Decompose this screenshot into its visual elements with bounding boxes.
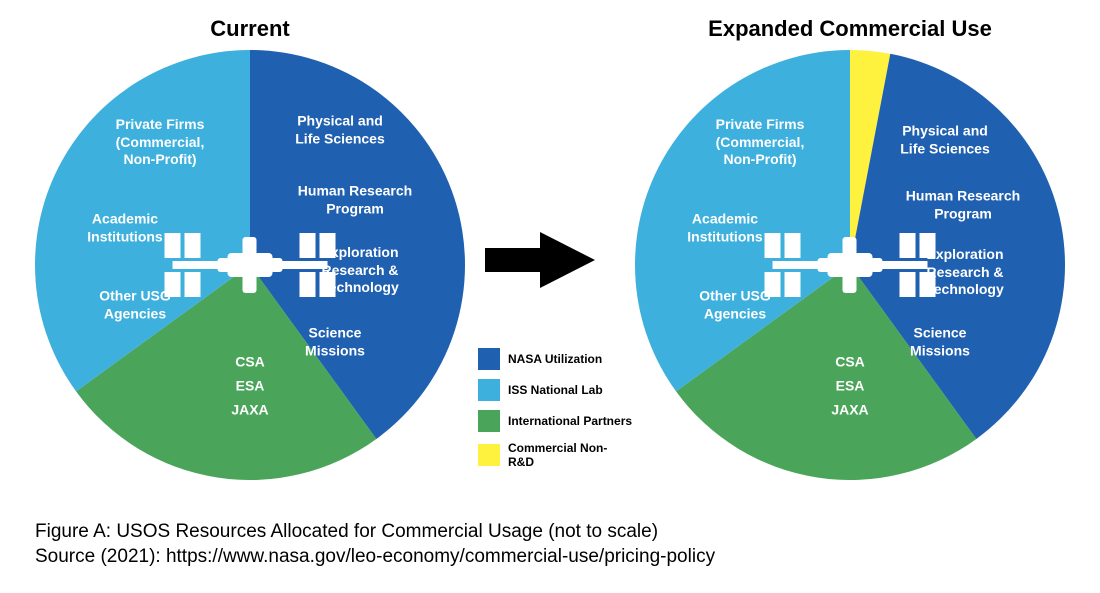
slice-label: CSA bbox=[235, 353, 265, 371]
chart-area: Current bbox=[0, 0, 1100, 520]
legend-row: Commercial Non-R&D bbox=[478, 441, 633, 469]
slice-label: ESA bbox=[236, 377, 265, 395]
legend-row: ISS National Lab bbox=[478, 379, 633, 401]
slice-label: Physical andLife Sciences bbox=[295, 113, 385, 148]
caption-line-2: Source (2021): https://www.nasa.gov/leo-… bbox=[35, 545, 715, 570]
slice-label: ExplorationResearch &Technology bbox=[926, 246, 1004, 299]
iss-icon bbox=[163, 215, 338, 315]
legend-row: International Partners bbox=[478, 410, 633, 432]
figure-caption: Figure A: USOS Resources Allocated for C… bbox=[35, 520, 715, 569]
slice-label: Physical andLife Sciences bbox=[900, 123, 990, 158]
slice-label: Private Firms(Commercial,Non-Profit) bbox=[716, 116, 805, 169]
slice-label: ESA bbox=[836, 377, 865, 395]
legend-label: Commercial Non-R&D bbox=[508, 441, 633, 469]
slice-label: Human ResearchProgram bbox=[298, 183, 412, 218]
slice-label: ScienceMissions bbox=[910, 325, 970, 360]
arrow-icon bbox=[485, 230, 595, 290]
slice-label: Human ResearchProgram bbox=[906, 188, 1020, 223]
slice-label: Other USGAgencies bbox=[699, 288, 771, 323]
legend-swatch bbox=[478, 444, 500, 466]
iss-icon bbox=[763, 215, 938, 315]
slice-label: AcademicInstitutions bbox=[87, 211, 162, 246]
caption-line-1: Figure A: USOS Resources Allocated for C… bbox=[35, 520, 715, 545]
pie-current-title: Current bbox=[35, 16, 465, 42]
legend-label: NASA Utilization bbox=[508, 352, 602, 366]
legend-swatch bbox=[478, 348, 500, 370]
legend-swatch bbox=[478, 379, 500, 401]
slice-label: ScienceMissions bbox=[305, 325, 365, 360]
legend-swatch bbox=[478, 410, 500, 432]
slice-label: ExplorationResearch &Technology bbox=[321, 244, 399, 297]
slice-label: Private Firms(Commercial,Non-Profit) bbox=[116, 116, 205, 169]
slice-label: CSA bbox=[835, 353, 865, 371]
pie-current: Current bbox=[35, 50, 465, 480]
slice-label: Other USGAgencies bbox=[99, 288, 171, 323]
slice-label: AcademicInstitutions bbox=[687, 211, 762, 246]
pie-expanded-title: Expanded Commercial Use bbox=[635, 16, 1065, 42]
legend-label: International Partners bbox=[508, 414, 632, 428]
pie-expanded: Expanded Commercial Use bbox=[635, 50, 1065, 480]
slice-label: JAXA bbox=[831, 401, 868, 419]
slice-label: JAXA bbox=[231, 401, 268, 419]
legend-label: ISS National Lab bbox=[508, 383, 603, 397]
legend: NASA Utilization ISS National Lab Internat… bbox=[478, 348, 633, 478]
legend-row: NASA Utilization bbox=[478, 348, 633, 370]
